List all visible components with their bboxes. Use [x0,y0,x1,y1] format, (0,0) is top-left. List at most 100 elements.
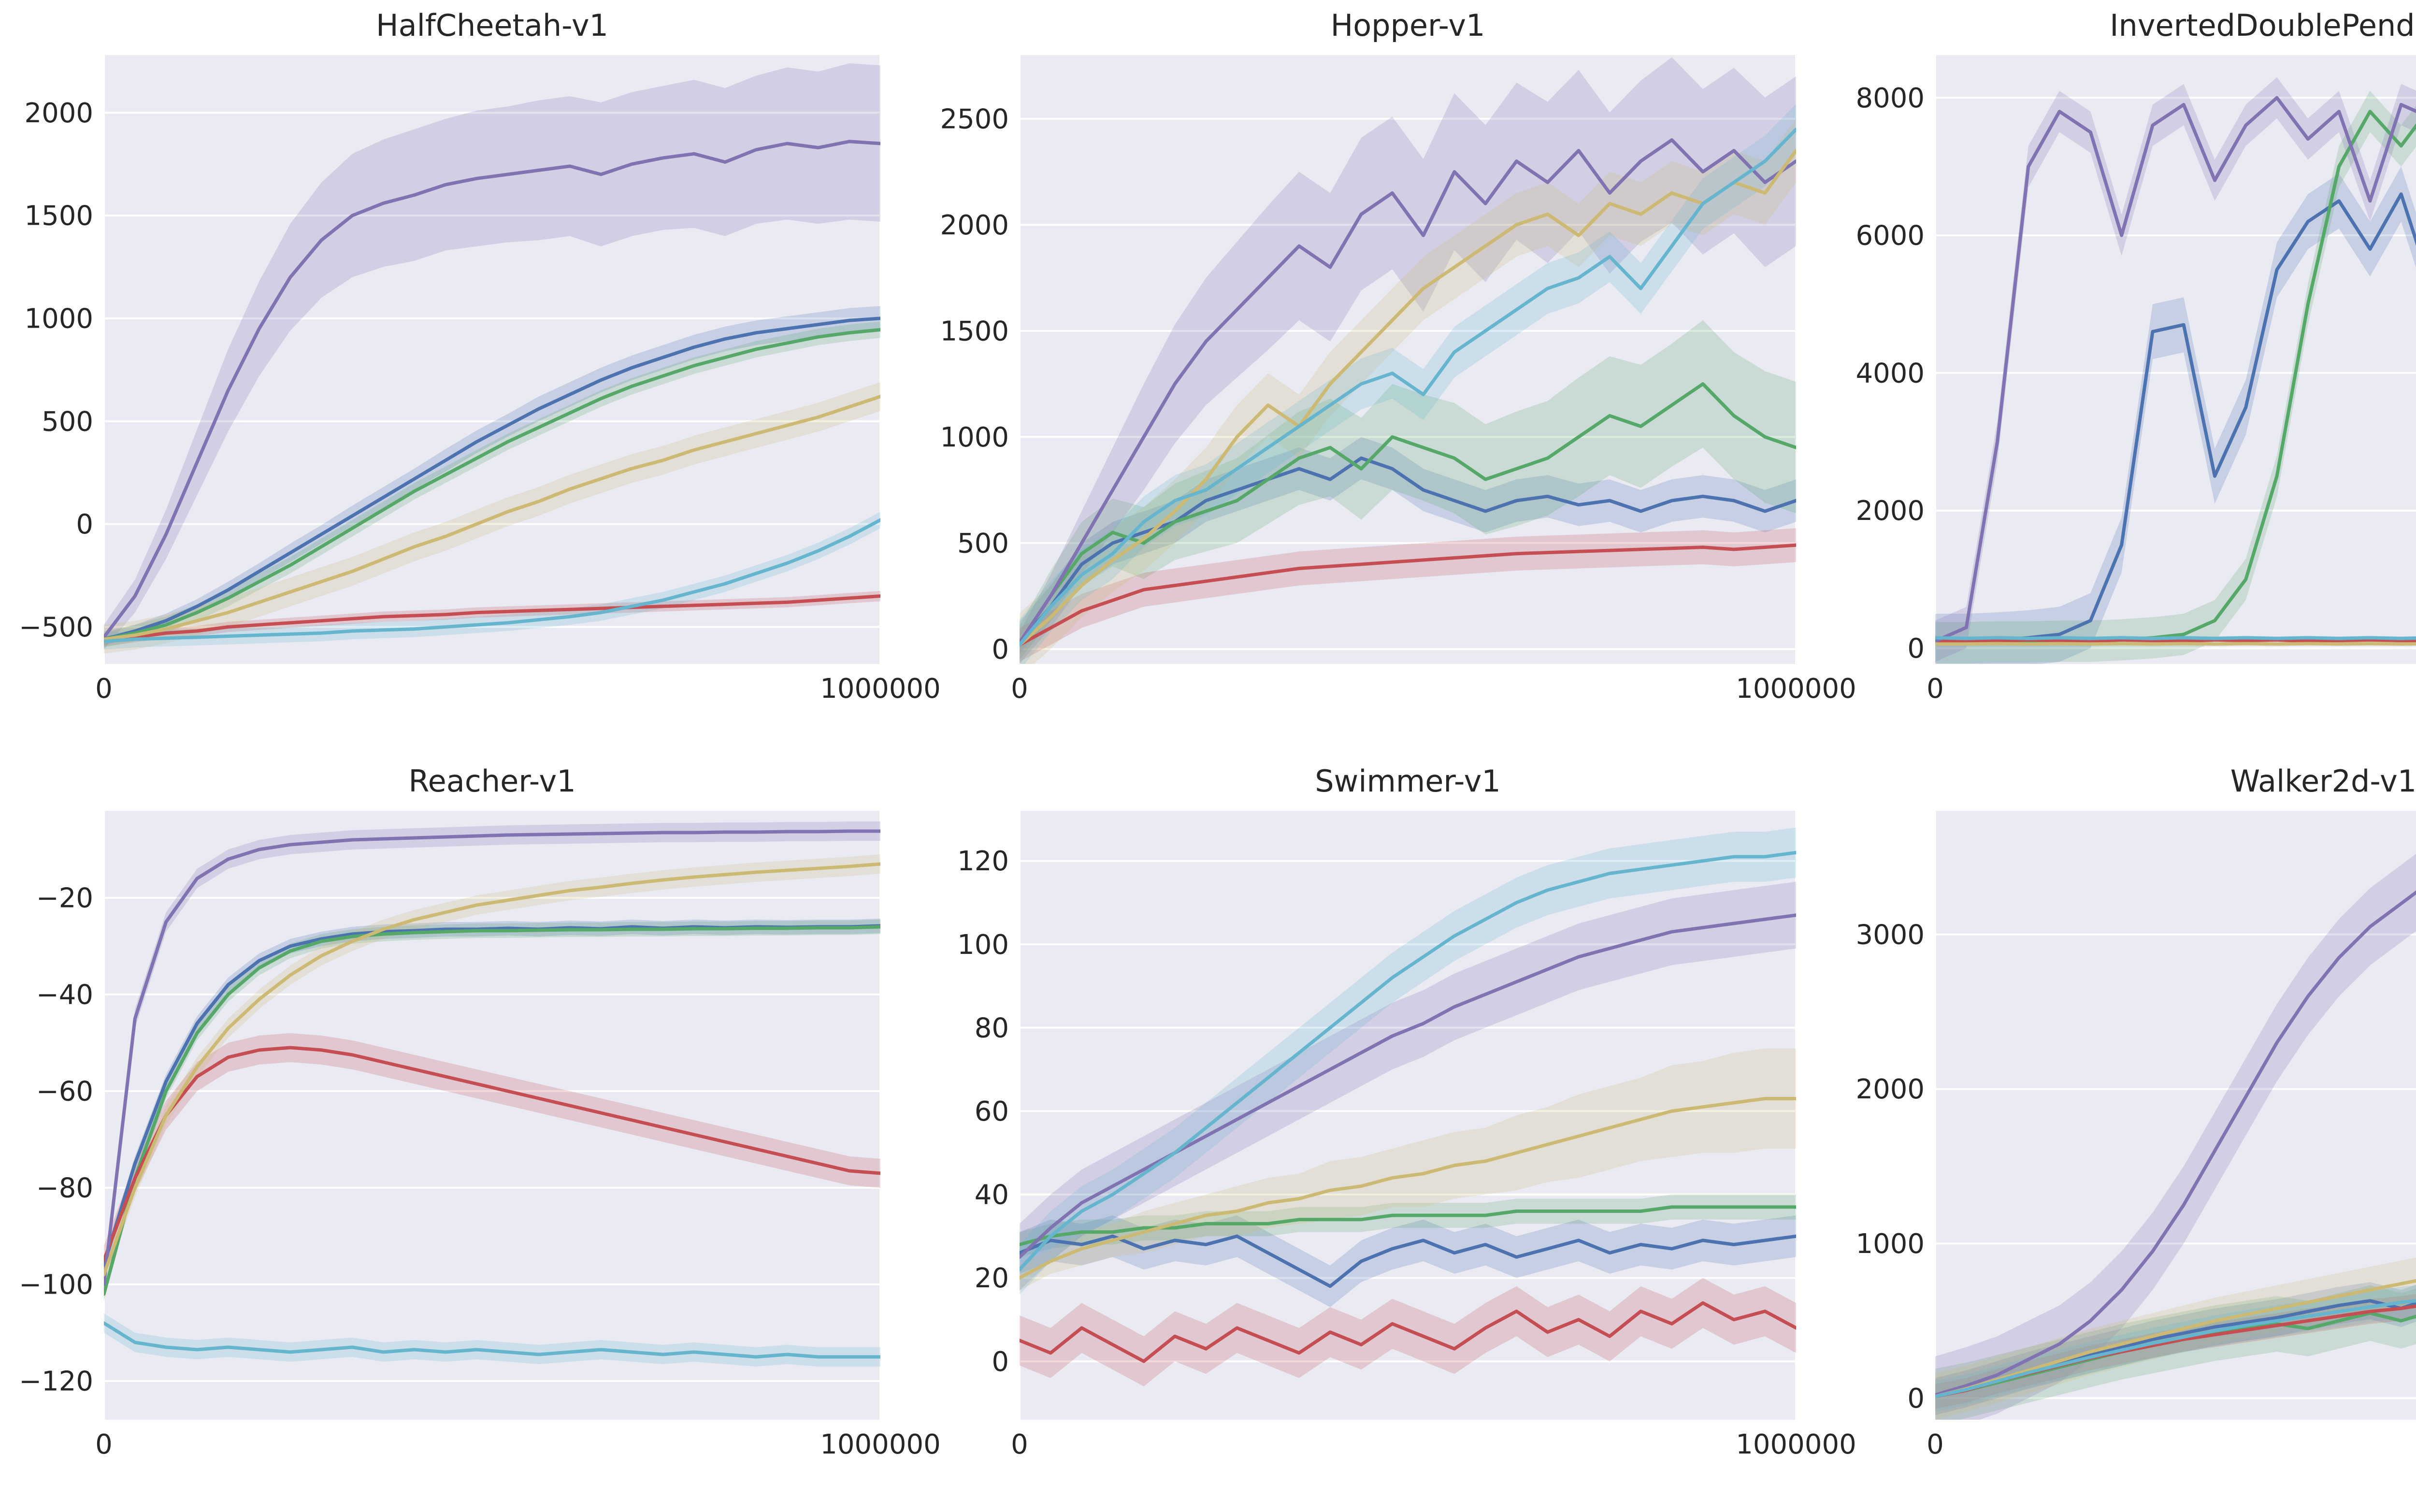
chart-title: Swimmer-v1 [1315,763,1501,799]
series-line-cem [1020,1301,1796,1363]
x-tick-label: 0 [95,673,113,705]
x-tick-label: 1000000 [820,673,940,705]
plot-svg-inverted-double-pendulum: 0200040006000800001000000 [1855,55,2416,705]
y-tick-label: 2000 [940,210,1009,241]
series-band-a2c-tr [1020,320,1796,660]
series-line-a2c [1020,1234,1796,1288]
series-line-a2c-tr [1020,382,1796,645]
series-band-ppo [1935,853,2416,1420]
x-tick-label: 0 [1927,1429,1944,1460]
y-tick-label: 100 [957,929,1009,961]
y-tick-label: 2000 [1855,1074,1925,1105]
y-tick-label: 8000 [1855,83,1925,114]
x-tick-label: 0 [1011,673,1028,705]
series-line-trpo [1935,1299,2416,1398]
chart-cell-walker2d: Walker2d-v1 010002000300001000000 [1831,756,2416,1512]
y-tick-label: 0 [1907,1383,1925,1414]
series-line-a2c [1020,456,1796,645]
series-band-cem [1020,528,1796,662]
series-line-ppo [104,140,880,639]
series-line-a2c [1935,1299,2416,1398]
series-line-pg-adaptive [1020,1097,1796,1280]
y-tick-label: 0 [76,509,93,540]
series-line-pg-adaptive [1935,1279,2416,1398]
series-line-a2c-tr [104,328,880,641]
y-tick-label: 2000 [1855,495,1925,527]
series-line-trpo [104,1321,880,1359]
series-layer [1935,853,2416,1420]
chart-title: InvertedDoublePendulum-v1 [2110,8,2416,43]
series-line-ppo [1020,138,1796,645]
y-tick-label: 2500 [940,103,1009,135]
y-tick-label: 20 [975,1263,1009,1294]
series-line-ppo [1935,890,2416,1397]
chart-cell-inverted-double-pendulum: InvertedDoublePendulum-v1 0 2000 4000 6000 8… [1831,0,2416,756]
series-line-a2c [1935,192,2416,643]
series-line-a2c [104,317,880,641]
series-line-pg-adaptive [104,395,880,641]
x-tick-label: 0 [95,1429,113,1460]
y-tick-label: 1000 [1855,1228,1925,1260]
chart-title: Reacher-v1 [408,763,576,799]
series-layer [104,63,880,654]
y-tick-label: 4000 [1855,358,1925,389]
series-layer [104,821,880,1367]
series-band-a2c [1020,1215,1796,1307]
series-line-ppo [104,829,880,1286]
series-band-a2c [1020,437,1796,664]
series-band-trpo [104,512,880,650]
chart-title: HalfCheetah-v1 [376,8,608,43]
series-line-pg-adaptive [104,862,880,1277]
y-tick-label: 80 [975,1012,1009,1044]
y-tick-label: 120 [957,846,1009,877]
series-band-ppo [104,63,880,650]
series-band-pg-adaptive [1020,1048,1796,1291]
plot-area [1020,811,1796,1420]
series-band-a2c-tr [104,321,880,648]
chart-title: Walker2d-v1 [2230,763,2416,799]
y-tick-label: −500 [19,612,93,643]
plot-area [104,811,880,1420]
series-line-ppo [1935,96,2416,643]
series-band-a2c [104,306,880,646]
series-band-ppo [1020,57,1796,653]
plot-area [104,55,880,664]
series-line-a2c-tr [1020,1205,1796,1246]
y-tick-label: −100 [19,1269,93,1301]
series-band-cem [104,1033,880,1275]
series-layer [1020,827,1796,1386]
series-line-pg-adaptive [1020,149,1796,647]
series-line-trpo [1020,850,1796,1271]
y-tick-label: 500 [42,406,93,437]
series-layer [1020,57,1796,664]
series-line-cem [104,594,880,643]
chart-title: Hopper-v1 [1330,8,1485,43]
y-tick-label: 2000 [24,98,93,129]
plot-svg-reacher: −120 −100 −80 −60 −40 −20 0 1000000 [19,811,941,1460]
y-tick-label: 0 [992,634,1009,665]
chart-cell-reacher: Reacher-v1 −120 −100 −80 −60 −40 −20 0 1000000 [0,756,941,1512]
y-tick-label: 500 [957,528,1009,559]
series-band-pg-adaptive [104,854,880,1284]
series-band-cem [1020,1278,1796,1386]
series-line-ppo [1020,913,1796,1259]
y-tick-label: 1500 [940,316,1009,347]
y-tick-label: −20 [36,883,93,914]
series-line-trpo [104,518,880,643]
x-tick-label: 0 [1011,1429,1028,1460]
x-tick-label: 0 [1927,673,1944,705]
series-band-ppo [1020,881,1796,1291]
plot-svg-walker2d: 010002000300001000000 [1855,811,2416,1460]
series-band-a2c [1935,166,2416,664]
series-line-cem [1020,543,1796,647]
plot-svg-swimmer: 0 20 40 60 80 100 120 0 1000000 [957,811,1856,1460]
y-tick-label: 3000 [1855,919,1925,950]
y-tick-label: 0 [992,1346,1009,1378]
x-tick-label: 1000000 [1736,673,1856,705]
y-tick-label: −40 [36,979,93,1011]
y-tick-label: 6000 [1855,220,1925,252]
series-band-pg-adaptive [1020,118,1796,664]
x-tick-label: 1000000 [820,1429,940,1460]
